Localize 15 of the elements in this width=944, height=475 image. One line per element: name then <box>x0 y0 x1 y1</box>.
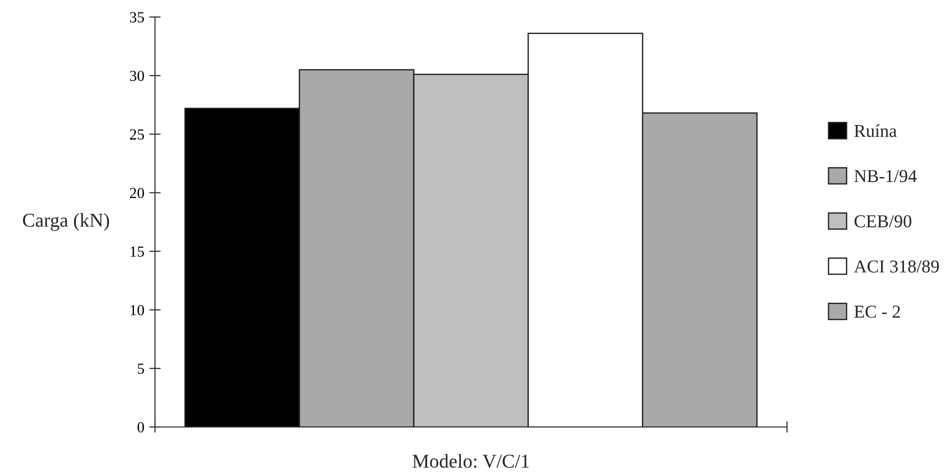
y-tick-label: 35 <box>130 12 144 22</box>
legend-label: CEB/90 <box>854 215 912 228</box>
legend-label: ACI 318/89 <box>854 260 939 273</box>
y-tick-label: 15 <box>130 246 144 257</box>
y-tick-label: 10 <box>130 305 144 316</box>
y-tick-label: 30 <box>130 70 144 82</box>
y-tick-label: 0 <box>138 422 144 432</box>
y-axis-title: Carga (kN) <box>22 213 110 231</box>
y-tick-label: 25 <box>130 129 144 140</box>
y-tick-label: 20 <box>130 188 144 198</box>
legend-label: NB-1/94 <box>854 170 917 182</box>
x-axis-title: Modelo: V/C/1 <box>412 454 529 468</box>
y-tick-label: 5 <box>138 364 144 374</box>
legend-label: Ruína <box>854 124 897 137</box>
legend-label: EC - 2 <box>854 306 900 318</box>
